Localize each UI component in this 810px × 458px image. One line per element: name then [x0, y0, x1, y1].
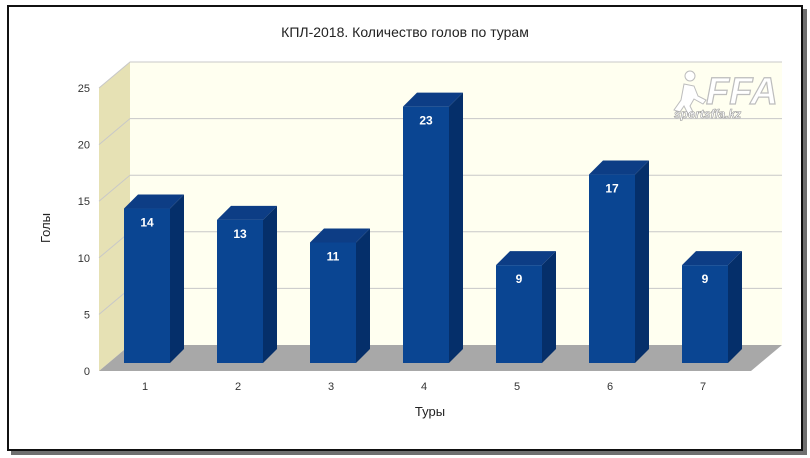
y-tick-label: 15	[78, 196, 90, 208]
bar-value-label: 9	[516, 272, 523, 286]
bar-front	[403, 106, 449, 363]
bar-front	[682, 265, 728, 363]
x-axis-title: Туры	[415, 404, 445, 419]
watermark-site-text: sportsffa.kz	[674, 107, 741, 121]
bar-value-label: 9	[702, 272, 709, 286]
bar-side	[449, 92, 463, 363]
bar-side	[170, 194, 184, 363]
bar: 9	[496, 251, 556, 363]
bar-front	[217, 219, 263, 363]
bar-side	[635, 160, 649, 363]
bar-value-label: 23	[419, 114, 433, 128]
x-tick-label: 7	[700, 381, 706, 393]
bar-front	[310, 242, 356, 363]
x-tick-label: 4	[421, 381, 427, 393]
gridline	[98, 118, 782, 145]
y-tick-label: 0	[84, 366, 90, 378]
watermark-logo: FFA sportsffa.kz	[673, 70, 778, 121]
bar-front	[496, 265, 542, 363]
watermark-logo-text: FFA	[706, 71, 778, 113]
y-tick-label: 25	[78, 83, 90, 95]
y-tick-label: 5	[84, 309, 90, 321]
bar: 17	[589, 160, 649, 363]
x-tick-label: 2	[235, 381, 241, 393]
y-axis-ticks: 0 5 10 15 20 25	[78, 83, 90, 378]
bar-value-label: 13	[233, 227, 247, 241]
x-tick-label: 3	[328, 381, 334, 393]
x-tick-label: 1	[142, 381, 148, 393]
x-tick-label: 6	[607, 381, 613, 393]
bar-side	[263, 205, 277, 363]
bar-front	[124, 208, 170, 363]
gridline	[98, 174, 782, 202]
bar: 23	[403, 92, 463, 363]
bar-top	[589, 160, 649, 175]
chart-title: КПЛ-2018. Количество голов по турам	[281, 24, 529, 40]
bar-side	[542, 251, 556, 363]
bar: 9	[682, 251, 742, 363]
bar: 14	[124, 194, 184, 363]
gridline	[98, 61, 782, 89]
y-axis-title: Голы	[38, 213, 53, 243]
bar-top	[403, 92, 463, 107]
bar-top	[217, 205, 277, 220]
bar-value-label: 14	[140, 216, 154, 230]
bar: 13	[217, 205, 277, 363]
bar-front	[589, 174, 635, 363]
bar-top	[310, 228, 370, 243]
bar-side	[728, 251, 742, 363]
bars: 14 13 11 23 9 17 9	[124, 92, 742, 363]
x-axis-ticks: 1 2 3 4 5 6 7	[142, 381, 706, 393]
side-wall	[99, 62, 130, 371]
bar-top	[682, 251, 742, 266]
runner-icon	[673, 70, 707, 117]
bar-top	[124, 194, 184, 209]
bar: 11	[310, 228, 370, 363]
y-tick-label: 10	[78, 253, 90, 265]
y-tick-label: 20	[78, 140, 90, 152]
x-tick-label: 5	[514, 381, 520, 393]
bar-value-label: 11	[327, 249, 340, 263]
bar-value-label: 17	[605, 182, 619, 196]
bar-side	[356, 228, 370, 363]
bar-top	[496, 251, 556, 266]
